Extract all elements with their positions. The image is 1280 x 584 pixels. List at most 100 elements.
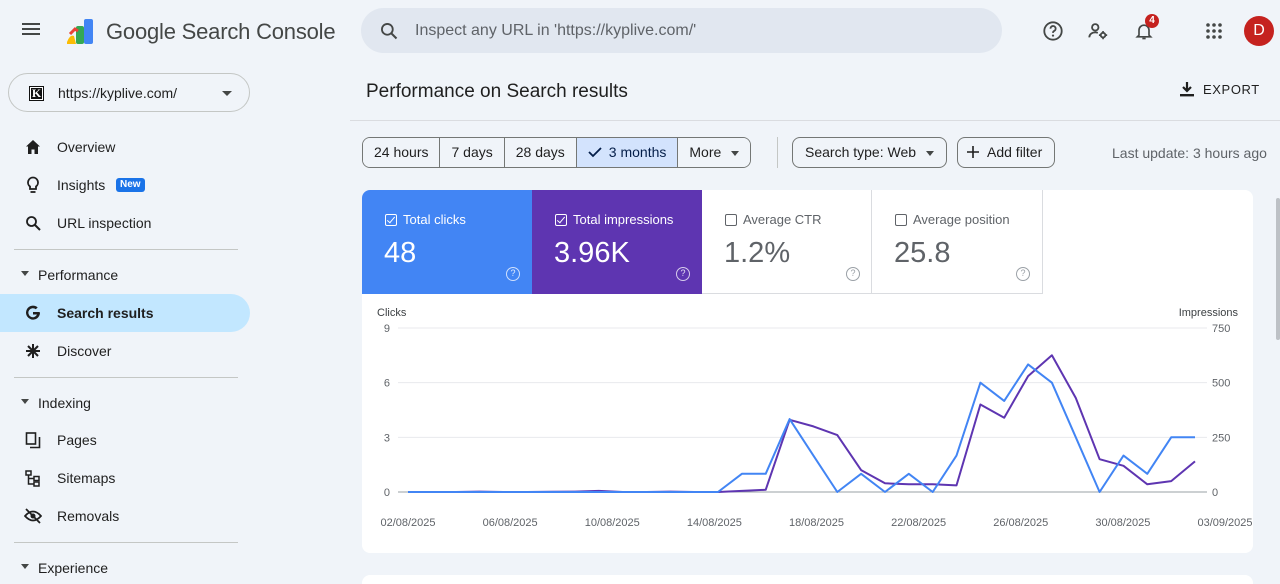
sidebar-item-label: Sitemaps (57, 470, 116, 486)
add-filter-button[interactable]: Add filter (957, 137, 1056, 168)
add-filter-label: Add filter (987, 144, 1043, 160)
x-tick-label: 22/08/2025 (891, 517, 946, 529)
asterisk-icon (24, 342, 42, 360)
help-icon[interactable]: ? (846, 267, 860, 281)
total-clicks-checkbox[interactable] (385, 214, 397, 226)
user-settings-icon[interactable] (1086, 19, 1110, 43)
collapse-arrow-icon (21, 564, 29, 569)
sidebar-item-label: URL inspection (57, 215, 152, 231)
page-title: Performance on Search results (366, 81, 628, 102)
home-icon (24, 138, 42, 156)
metric-tile-total-impressions[interactable]: Total impressions 3.96K ? (532, 190, 702, 294)
sidebar-divider (14, 249, 238, 250)
metric-tile-average-position[interactable]: Average position 25.8 ? (872, 190, 1043, 294)
export-button[interactable]: EXPORT (1180, 81, 1260, 97)
main-menu-icon[interactable] (22, 20, 46, 42)
right-tick-label: 750 (1212, 323, 1230, 335)
collapse-arrow-icon (21, 399, 29, 404)
sidebar-item-search-results[interactable]: Search results (0, 294, 250, 332)
sidebar-item-label: Search results (57, 305, 154, 321)
sidebar-item-pages[interactable]: Pages (0, 421, 250, 459)
sidebar-section-indexing[interactable]: Indexing (0, 389, 250, 417)
x-tick-label: 14/08/2025 (687, 517, 742, 529)
average-ctr-checkbox[interactable] (725, 214, 737, 226)
x-tick-label: 06/08/2025 (483, 517, 538, 529)
search-console-logo[interactable] (64, 16, 96, 48)
date-range-selector: 24 hours 7 days 28 days 3 months More (362, 137, 752, 168)
metric-label: Total clicks (403, 212, 466, 227)
notification-count-badge: 4 (1145, 14, 1159, 28)
product-name[interactable]: Google Search Console (106, 19, 336, 44)
left-tick-label: 9 (384, 323, 390, 335)
section-label: Indexing (38, 395, 91, 411)
sidebar-divider (14, 377, 238, 378)
range-3-months-label: 3 months (608, 144, 667, 160)
sidebar-section-experience[interactable]: Experience (0, 554, 250, 582)
sidebar-item-discover[interactable]: Discover (0, 332, 250, 370)
search-input[interactable] (415, 8, 975, 53)
range-24-hours[interactable]: 24 hours (363, 138, 441, 167)
range-more-label: More (689, 144, 722, 160)
sidebar-item-url-inspection[interactable]: URL inspection (0, 204, 250, 242)
export-label: EXPORT (1203, 81, 1260, 97)
impressions-series-line (408, 354, 1196, 493)
sidebar-item-label: Removals (57, 508, 120, 524)
visibility-off-icon (24, 507, 42, 525)
left-axis-label: Clicks (377, 307, 407, 319)
left-tick-label: 0 (384, 487, 390, 499)
property-selector[interactable]: K https://kyplive.com/ (8, 73, 250, 112)
range-7-days[interactable]: 7 days (440, 138, 505, 167)
right-tick-label: 0 (1212, 487, 1218, 499)
metric-value: 48 (384, 237, 417, 269)
new-badge: New (116, 178, 145, 192)
apps-grid-icon[interactable] (1202, 19, 1226, 43)
property-favicon: K (29, 86, 44, 101)
page-scrollbar[interactable] (1276, 198, 1280, 340)
search-icon (24, 214, 42, 232)
sidebar-item-label: Overview (57, 139, 116, 155)
sidebar-item-label: Discover (57, 343, 112, 359)
x-tick-label: 30/08/2025 (1095, 517, 1150, 529)
metric-value: 25.8 (894, 237, 951, 269)
section-label: Experience (38, 560, 109, 576)
metric-tile-average-ctr[interactable]: Average CTR 1.2% ? (702, 190, 872, 294)
range-more-dropdown[interactable]: More (678, 138, 751, 167)
x-tick-label: 03/09/2025 (1197, 517, 1252, 529)
metric-value: 3.96K (554, 237, 630, 269)
property-url: https://kyplive.com/ (58, 85, 178, 101)
help-icon[interactable]: ? (506, 267, 520, 281)
sidebar-item-sitemaps[interactable]: Sitemaps (0, 459, 250, 497)
range-3-months[interactable]: 3 months (576, 138, 679, 167)
search-type-label: Search type: Web (805, 144, 917, 160)
url-inspect-search[interactable] (361, 8, 1002, 53)
help-icon[interactable]: ? (676, 267, 690, 281)
x-tick-label: 18/08/2025 (789, 517, 844, 529)
right-tick-label: 250 (1212, 432, 1230, 444)
total-impressions-checkbox[interactable] (555, 214, 567, 226)
account-avatar[interactable]: D (1244, 16, 1274, 46)
metric-label: Average CTR (743, 212, 822, 227)
performance-chart-card: Total clicks 48 ? Total impressions 3.96… (362, 190, 1253, 553)
right-tick-label: 500 (1212, 378, 1230, 390)
help-icon[interactable]: ? (1016, 267, 1030, 281)
x-tick-label: 02/08/2025 (380, 517, 435, 529)
sidebar-item-removals[interactable]: Removals (0, 497, 250, 535)
header-divider (350, 120, 1280, 121)
range-28-days[interactable]: 28 days (504, 138, 577, 167)
metric-value: 1.2% (724, 237, 791, 269)
sidebar-item-insights[interactable]: Insights New (0, 166, 250, 204)
sidebar-item-overview[interactable]: Overview (0, 128, 250, 166)
left-tick-label: 6 (384, 378, 390, 390)
metric-tile-total-clicks[interactable]: Total clicks 48 ? (362, 190, 532, 294)
search-type-dropdown[interactable]: Search type: Web (792, 137, 948, 168)
search-icon (381, 23, 398, 40)
average-position-checkbox[interactable] (895, 214, 907, 226)
pages-icon (24, 431, 42, 449)
last-update-text: Last update: 3 hours ago (1112, 145, 1267, 161)
queries-table-card (362, 575, 1253, 584)
help-icon[interactable] (1041, 19, 1065, 43)
lightbulb-icon (24, 176, 42, 194)
chevron-down-icon (222, 91, 232, 96)
sidebar-section-performance[interactable]: Performance (0, 261, 250, 289)
metric-label: Total impressions (573, 212, 674, 227)
